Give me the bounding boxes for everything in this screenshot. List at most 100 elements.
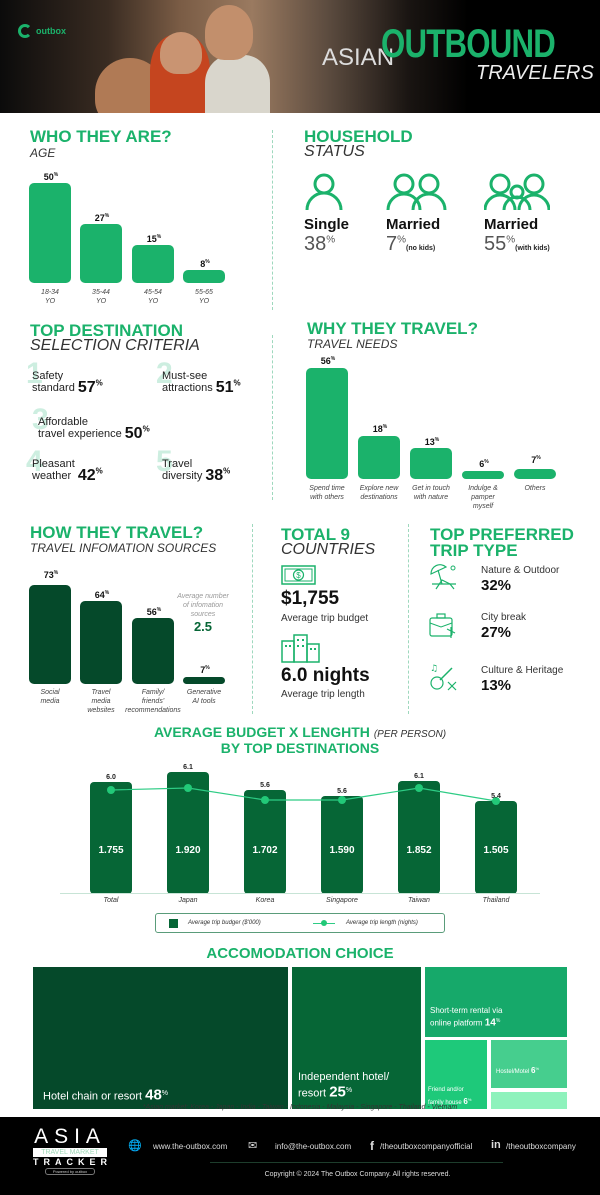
trip-type-title-2: TRIP TYPE <box>430 541 518 560</box>
age-value-2: 27% <box>94 213 110 223</box>
globe-icon: 🌐 <box>128 1140 142 1152</box>
svg-text:♫: ♫ <box>430 664 438 674</box>
dest-label-singapore: Singapore <box>326 897 358 904</box>
tracker-logo: ASIA TRAVEL MARKET TRACKER Powered by ou… <box>33 1126 107 1175</box>
need-label-2: Explore new destinations <box>359 485 399 501</box>
need-value-3: 13% <box>424 437 440 447</box>
hero-banner: outbox ASIAN OUTBOUND TRAVELERS <box>0 0 600 113</box>
length-value-singapore: 5.6 <box>337 788 347 795</box>
length-value-taiwan: 6.1 <box>414 773 424 780</box>
divider <box>272 130 273 310</box>
source-bar-2 <box>80 601 122 684</box>
accom-short-term-rental: Short-term rental via online platform 14% <box>425 967 567 1037</box>
brand-tracker: TRACKER <box>33 1157 112 1167</box>
legend-line-dot <box>321 920 327 926</box>
need-value-2: 18% <box>372 424 388 434</box>
need-label-3: Get in touch with nature <box>412 485 450 501</box>
length-value: 6.0 nights <box>281 665 370 686</box>
accommodation-title: ACCOMODATION CHOICE <box>206 945 394 962</box>
total-subtitle: COUNTRIES <box>281 541 376 558</box>
accom-label: Independent hotel/resort 25% <box>298 1071 390 1101</box>
chart-legend: Average trip budger ($'000) Average trip… <box>155 913 445 933</box>
avg-sources-value: 2.5 <box>193 619 213 634</box>
criteria-item-2: 2 Must-see attractions 51% <box>156 357 241 396</box>
source-value-1: 73% <box>43 570 59 580</box>
household-label: Single <box>304 216 350 233</box>
budget-value-korea: 1.702 <box>252 845 278 856</box>
dest-label-thailand: Thailand <box>482 897 510 904</box>
hero-photo-face-3 <box>205 5 253 60</box>
trip-type-value-3: 13% <box>481 677 512 694</box>
who-subtitle: AGE <box>30 146 56 160</box>
need-bar-1 <box>306 368 348 479</box>
budget-bar-japan <box>167 772 209 894</box>
outbox-logo-icon <box>18 24 32 38</box>
budget-label: Average trip budget <box>281 613 369 624</box>
household-single: Single 38% <box>304 216 349 256</box>
household-title: HOUSEHOLD <box>304 127 413 146</box>
source-bar-4 <box>183 677 225 684</box>
guitar-music-icon: ♫ <box>430 664 457 691</box>
budget-chart-title-1: AVERAGE BUDGET X LENGHTH (PER PERSON) <box>153 724 447 740</box>
accom-label: Hostel/Motel 6% <box>496 1066 540 1075</box>
brand-powered-by: Powered by outbox <box>45 1168 95 1175</box>
legend-bar-swatch <box>169 919 178 928</box>
criteria-title: TOP DESTINATION <box>30 321 184 340</box>
hero-photo-face-2 <box>160 32 202 74</box>
source-value-2: 64% <box>94 590 110 600</box>
budget-bar-korea <box>244 790 286 894</box>
legend-line-label: Average trip length (nights) <box>346 920 418 926</box>
who-title: WHO THEY ARE? <box>30 127 172 146</box>
accom-independent-hotel: Independent hotel/resort 25% <box>292 967 421 1109</box>
money-icon: $ <box>281 565 316 585</box>
outbox-logo[interactable]: outbox <box>18 24 66 38</box>
age-bar-2 <box>80 224 122 283</box>
copyright: Copyright © 2024 The Outbox Company. All… <box>264 1171 451 1178</box>
source-label-3: Family/friends' recommendations <box>125 689 181 714</box>
household-value: 55%(with kids) <box>484 233 550 255</box>
divider <box>252 524 253 714</box>
linkedin-icon: in <box>491 1139 501 1151</box>
household-married-with-kids: Married 55%(with kids) <box>484 216 550 256</box>
criteria-item-3: 3 Affordable travel experience 50% <box>32 403 150 442</box>
trip-type-value-1: 32% <box>481 577 512 594</box>
age-value-4: 8% <box>200 259 210 269</box>
budget-value-taiwan: 1.852 <box>406 845 432 856</box>
facebook-link[interactable]: /theoutboxcompanyofficial <box>380 1142 473 1151</box>
source-label-4: Generative AI tools <box>186 689 222 705</box>
age-label-2: 35-44 YO <box>92 289 110 305</box>
suitcase-plane-icon <box>429 613 456 638</box>
accom-other <box>491 1092 567 1109</box>
need-bar-3 <box>410 448 452 479</box>
length-value-thailand: 5.4 <box>491 793 501 800</box>
title-outbound: OUTBOUND <box>381 22 556 66</box>
budget-chart-title-2: BY TOP DESTINATIONS <box>220 740 380 756</box>
trip-type-name-2: City break <box>481 612 527 623</box>
budget-value: $1,755 <box>281 588 340 609</box>
family-icon <box>484 173 550 211</box>
beach-chair-icon <box>430 564 456 590</box>
why-title: WHY THEY TRAVEL? <box>307 319 478 338</box>
trip-length-line <box>107 784 500 805</box>
length-value-japan: 6.1 <box>183 764 193 771</box>
brand-travel-market: TRAVEL MARKET <box>33 1148 107 1157</box>
source-bar-1 <box>29 585 71 684</box>
chart-baseline <box>60 893 540 894</box>
avg-sources-label: Average number of infomation sources <box>177 593 229 618</box>
budget-bar-total <box>90 782 132 894</box>
linkedin-link[interactable]: /theoutboxcompany <box>506 1142 576 1151</box>
dest-label-taiwan: Taiwan <box>408 897 430 904</box>
age-value-1: 50% <box>43 172 59 182</box>
logo-text: outbox <box>36 26 66 36</box>
household-label: Married <box>386 216 441 233</box>
source-label-2: Travel media websites <box>87 689 115 714</box>
need-value-5: 7% <box>531 455 541 465</box>
budget-value-thailand: 1.505 <box>483 845 509 856</box>
budget-value-japan: 1.920 <box>175 845 201 856</box>
need-label-1: Spend time with others <box>309 485 345 501</box>
need-bar-2 <box>358 436 400 479</box>
accom-hostel: Hostel/Motel 6% <box>491 1040 567 1088</box>
trip-type-name-3: Culture & Heritage <box>481 665 564 676</box>
website-link[interactable]: www.the-outbox.com <box>153 1142 228 1151</box>
email-link[interactable]: info@the-outbox.com <box>275 1142 352 1151</box>
